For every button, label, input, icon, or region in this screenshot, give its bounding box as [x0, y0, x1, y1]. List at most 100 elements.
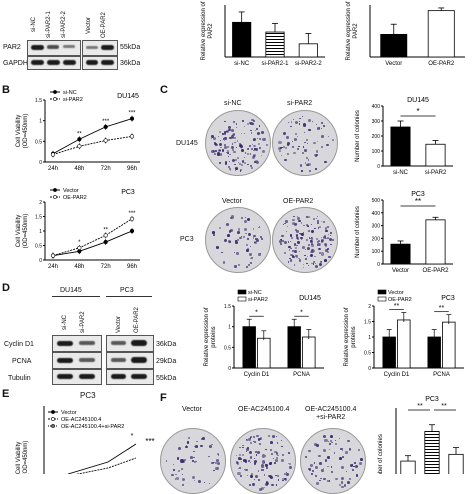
x-tick-label: Cyclin D1 [244, 372, 270, 378]
laneA-1: si-NC [31, 17, 37, 32]
dishF-label-2: OE-AC245100.4 [238, 406, 290, 413]
y-axis-label: Number of colonies [355, 206, 361, 258]
laneD-4: OE-PAR2 [134, 307, 140, 333]
sizeD-2: 29kDa [156, 358, 177, 365]
y-tick-label: 0 [39, 160, 42, 166]
y-tick-label: 0 [368, 366, 371, 372]
y-axis-label: PAR2 [353, 23, 359, 39]
laneD-2: si-PAR2 [80, 311, 86, 333]
y-tick-label: 400 [372, 211, 381, 217]
series-line [52, 118, 133, 155]
y-axis-label: Number of colonies [378, 434, 384, 474]
blotA-par2-right [82, 40, 118, 56]
legend-label: OE-PAR2 [388, 297, 412, 303]
y-tick-label: 100 [372, 249, 381, 255]
significance-mark: * [131, 433, 134, 440]
series-line [75, 457, 137, 474]
x-tick-label: 96h [127, 264, 137, 270]
y-tick-label: 0.5 [35, 139, 42, 145]
laneA-2: si-PAR2-1 [46, 11, 52, 38]
data-point [77, 144, 82, 149]
series-line [52, 135, 133, 155]
blotD-group-pc3: PC3 [120, 287, 134, 294]
du145-viability-line-chart: Cell Viability (OD=450nm) 0 0.5 1 1.5 24h 48h 72… [16, 90, 140, 172]
y-tick-label: 1 [39, 119, 42, 125]
par2-knockdown-bar-chart: Relative expression of PAR2 si-NC si-PAR2-1… [201, 1, 325, 67]
y-tick-label: 0 [377, 164, 380, 170]
y-tick-label: 400 [372, 104, 381, 110]
dishF-label-1: Vector [182, 406, 202, 413]
legend-swatch [237, 289, 247, 295]
sizeA-2: 36kDa [120, 60, 141, 67]
rowA-gapdh: GAPDH [3, 60, 28, 67]
legend-marker [51, 410, 55, 414]
bar [390, 243, 411, 265]
data-point [129, 228, 135, 234]
sizeD-1: 36kDa [156, 341, 177, 348]
x-tick-label: si-PAR2-2 [295, 61, 323, 67]
pc3-rescue-colony-bar-chart: PC3 Number of colonies ** ** [378, 396, 464, 474]
x-tick-label: si-NC [393, 170, 409, 176]
laneA-3: si-PAR2-2 [61, 11, 67, 38]
series-line [67, 443, 137, 474]
data-point [103, 138, 108, 143]
blotD-pcna-pc3 [106, 352, 154, 369]
blotA-par2-left [27, 40, 81, 56]
significance-mark: ** [441, 403, 447, 410]
significance-mark: *** [128, 211, 136, 217]
y-axis-label: proteins [351, 326, 357, 347]
data-point [103, 239, 108, 245]
rowD-tubulin: Tubulin [8, 375, 31, 382]
bar [400, 460, 416, 474]
bar [382, 336, 396, 369]
y-tick-label: 0.5 [364, 351, 371, 357]
data-point [77, 245, 82, 250]
bar [390, 126, 411, 167]
bar [425, 219, 446, 265]
x-tick-label: Cyclin D1 [384, 372, 410, 378]
y-tick-label: 100 [372, 149, 381, 155]
colony-dish-f-vector [160, 428, 226, 494]
y-tick-label: 2 [39, 200, 42, 206]
y-tick-label: 0.5 [224, 345, 231, 351]
x-tick-label: PCNA [433, 372, 450, 378]
data-point [129, 134, 135, 139]
y-tick-label: 1.5 [224, 304, 231, 310]
data-point [77, 137, 82, 142]
legend-label: Vector [388, 290, 404, 296]
sizeA-1: 55kDa [120, 44, 141, 51]
rowD-cyclin: Cyclin D1 [4, 341, 34, 348]
laneA-4: Vector [86, 16, 92, 34]
bar [302, 336, 316, 369]
legend-marker [51, 424, 55, 428]
bar [427, 336, 441, 369]
chart-title: PC3 [441, 295, 455, 302]
data-point [50, 253, 56, 258]
y-tick-label: 200 [372, 134, 381, 140]
legend-marker [53, 97, 57, 101]
significance-mark: * [255, 310, 258, 317]
panel-label-f: F [160, 392, 167, 404]
panel-label-e: E [2, 388, 10, 400]
sizeD-3: 55kDa [156, 375, 177, 382]
bar [298, 43, 318, 58]
blotD-pcna-du145 [52, 352, 102, 369]
dishF-label-3: OE-AC245100.4 +si-PAR2 [305, 406, 357, 422]
blotA-gapdh-right [82, 56, 118, 70]
y-tick-label: 200 [372, 236, 381, 242]
legend-label: si-PAR2 [248, 297, 268, 303]
significance-mark: *** [145, 437, 154, 446]
x-tick-label: OE-PAR2 [423, 268, 450, 274]
laneD-3: Vector [116, 315, 122, 333]
y-axis-label: Cell Viability [16, 115, 22, 148]
y-axis-label: (OD=450nm) [23, 114, 29, 149]
laneD-1: si-NC [62, 315, 68, 330]
dish-row-label-pc3: PC3 [180, 236, 194, 243]
bar [427, 10, 455, 58]
y-tick-label: 1 [368, 335, 371, 341]
x-tick-label: PCNA [293, 372, 310, 378]
y-tick-label: 1.5 [35, 98, 42, 104]
panel-label-c: C [160, 84, 168, 96]
chart-title: PC3 [425, 396, 439, 403]
x-tick-label: Vector [385, 61, 402, 67]
